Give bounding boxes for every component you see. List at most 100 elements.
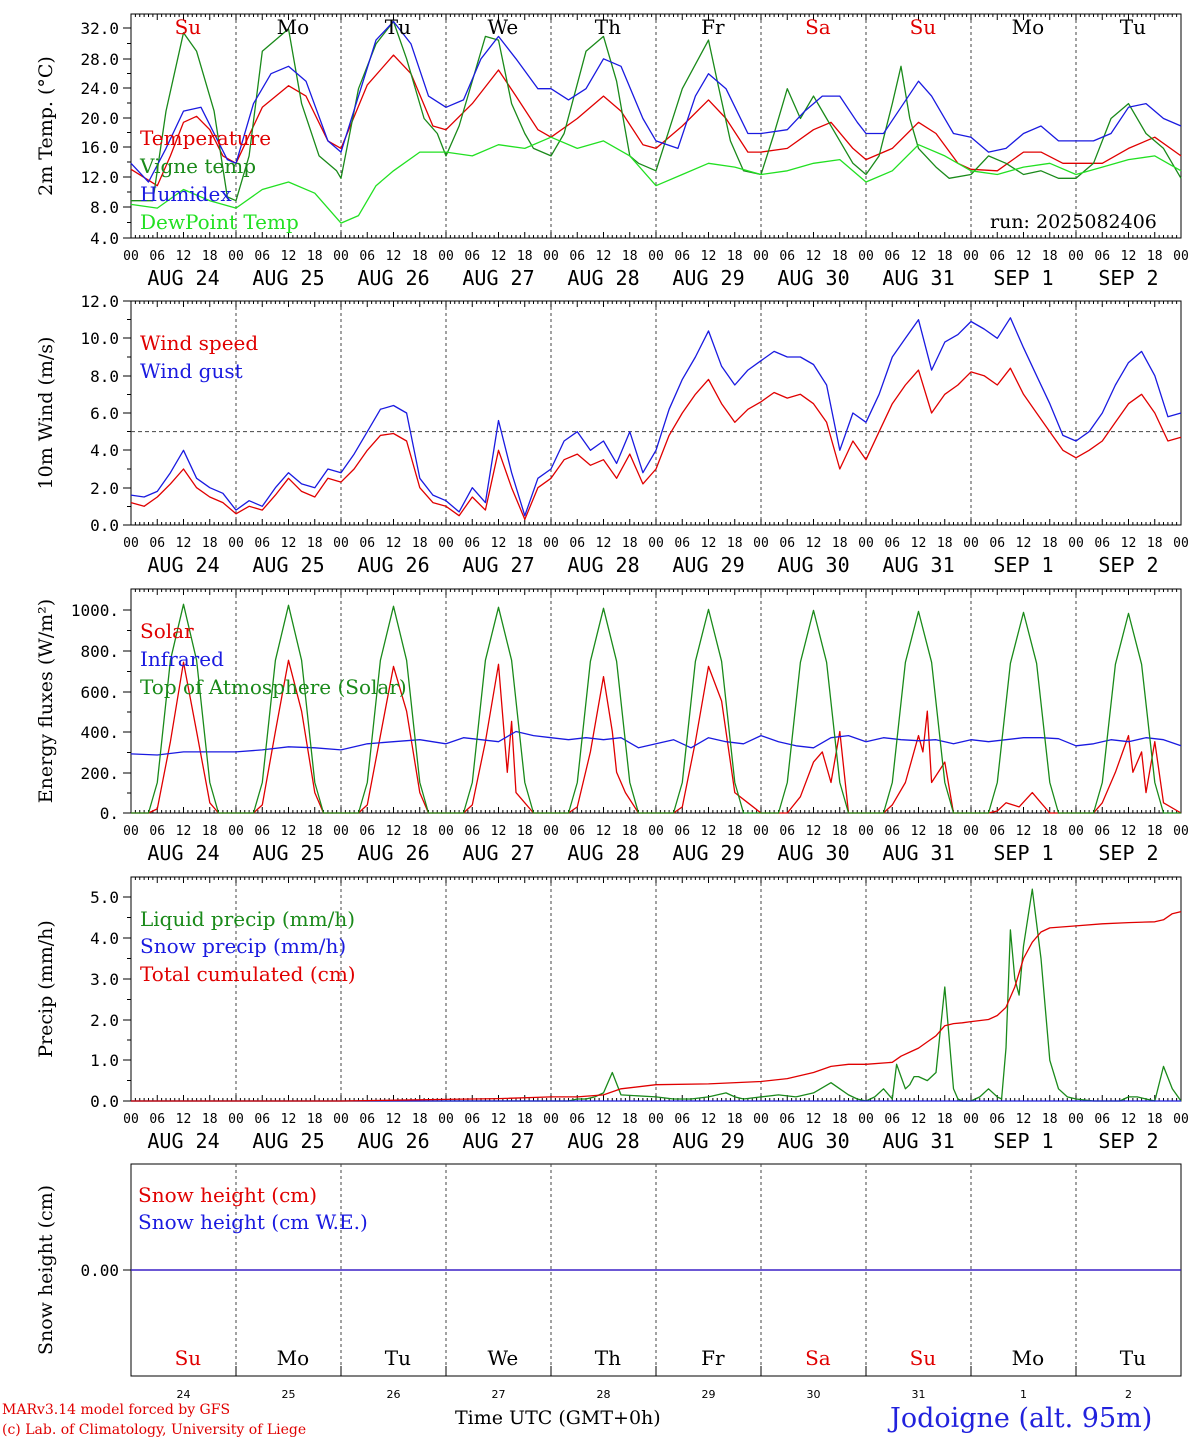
x-time-label: 06 [254,1112,270,1127]
x-time-label: 06 [149,1112,165,1127]
y-tick-label: 3.0 [90,970,119,989]
date-label: AUG 30 [777,266,849,290]
weekday-label-bottom: Tu [385,1346,411,1370]
x-time-label: 12 [596,1112,612,1127]
legend-entry: Total cumulated (cm) [140,962,356,986]
x-time-label: 06 [569,536,585,551]
legend-entry: Solar [140,619,194,643]
legend-entry: Snow height (cm) [138,1183,317,1207]
date-label: AUG 27 [462,266,534,290]
y-tick-label: 4.0 [90,929,119,948]
x-time-label: 00 [753,536,769,551]
x-time-label: 12 [806,249,822,264]
x-time-label: 18 [727,249,743,264]
date-label: AUG 25 [252,553,324,577]
location-label: Jodoigne (alt. 95m) [887,1403,1152,1434]
x-time-label: 00 [1068,1112,1084,1127]
date-label: AUG 25 [252,266,324,290]
date-label: AUG 24 [147,553,219,577]
x-time-label: 00 [963,1112,979,1127]
date-label: AUG 28 [567,841,639,865]
y-tick-label: 0.0 [90,1092,119,1111]
x-time-label: 00 [228,824,244,839]
day-number-label: 2 [1125,1388,1132,1401]
weekday-label: Su [175,15,202,39]
x-time-label: 00 [1068,824,1084,839]
x-time-label: 18 [622,536,638,551]
plot-frame [130,300,1182,526]
y-tick-label: 1.0 [90,1051,119,1070]
series-top-of-atmosphere-solar- [131,603,1181,814]
day-number-label: 29 [702,1388,716,1401]
y-tick-label: 24.0 [80,79,119,98]
x-time-label: 00 [543,249,559,264]
series-wind-speed [130,367,1182,521]
x-time-label: 12 [281,536,297,551]
x-time-label: 00 [333,1112,349,1127]
weekday-label: Su [910,15,937,39]
y-axis-title: Energy fluxes (W/m²) [35,599,57,803]
series-wind-gust [130,317,1182,517]
x-time-label: 18 [832,249,848,264]
x-time-label: 12 [386,1112,402,1127]
x-time-label: 06 [569,1112,585,1127]
x-time-label: 12 [1016,1112,1032,1127]
series-infrared [130,730,1182,756]
y-tick-label: 8.0 [90,367,119,386]
time-axis-label: Time UTC (GMT+0h) [455,1407,661,1429]
day-number-label: 26 [387,1388,401,1401]
x-time-label: 18 [622,1112,638,1127]
x-time-label: 06 [779,536,795,551]
date-label: AUG 25 [252,1129,324,1153]
y-tick-label: 5.0 [90,888,119,907]
x-time-label: 18 [517,824,533,839]
date-label: AUG 29 [672,1129,744,1153]
x-time-label: 18 [622,824,638,839]
y-tick-label: 2.0 [90,479,119,498]
date-label: AUG 24 [147,1129,219,1153]
y-tick-label: 0. [100,804,119,823]
x-time-label: 12 [1121,1112,1137,1127]
x-time-label: 12 [701,824,717,839]
x-time-label: 18 [727,536,743,551]
x-time-label: 00 [123,824,139,839]
date-label: AUG 26 [357,841,429,865]
weekday-label-bottom: Tu [1120,1346,1146,1370]
x-time-label: 00 [753,824,769,839]
date-label: AUG 31 [882,553,954,577]
x-time-label: 12 [386,824,402,839]
x-time-label: 18 [412,249,428,264]
date-label: AUG 30 [777,841,849,865]
date-label: AUG 24 [147,266,219,290]
x-time-label: 06 [149,249,165,264]
date-label: AUG 31 [882,841,954,865]
legend-entry: Liquid precip (mm/h) [140,907,355,931]
x-time-label: 00 [438,249,454,264]
x-time-label: 18 [937,536,953,551]
x-time-label: 00 [648,249,664,264]
x-time-label: 18 [517,536,533,551]
x-time-label: 18 [727,824,743,839]
x-time-label: 06 [779,249,795,264]
x-time-label: 18 [412,824,428,839]
x-time-label: 12 [281,824,297,839]
x-time-label: 06 [359,1112,375,1127]
legend-entry: Temperature [140,126,271,150]
x-time-label: 06 [254,249,270,264]
y-axis-title: Precip (mm/h) [35,920,57,1058]
legend-entry: Vigne temp [139,154,256,178]
x-time-label: 06 [674,1112,690,1127]
x-time-label: 18 [1147,249,1163,264]
x-time-label: 00 [438,824,454,839]
x-time-label: 06 [1094,249,1110,264]
date-label: AUG 31 [882,266,954,290]
date-label: AUG 27 [462,841,534,865]
x-time-label: 12 [176,536,192,551]
x-time-label: 06 [254,536,270,551]
x-time-label: 00 [648,824,664,839]
y-axis-title: 10m Wind (m/s) [35,337,57,490]
day-number-label: 24 [177,1388,191,1401]
x-time-label: 12 [806,536,822,551]
x-time-label: 18 [202,1112,218,1127]
y-tick-label: 4.0 [90,441,119,460]
